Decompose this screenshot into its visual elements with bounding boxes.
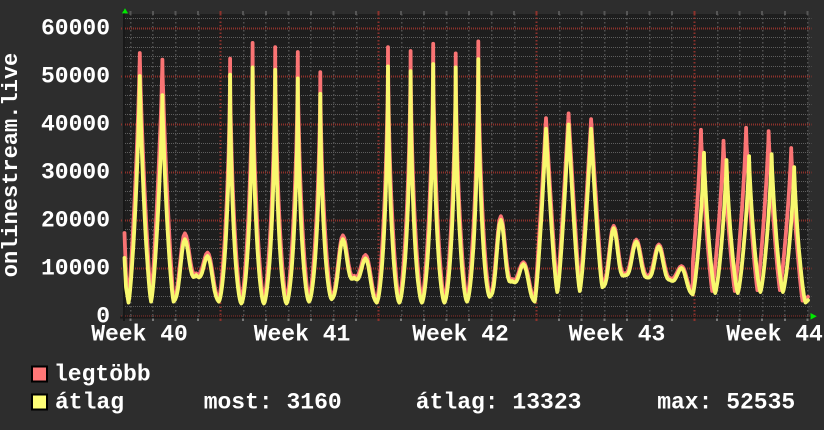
svg-text:60000: 60000 (41, 15, 110, 41)
svg-text:legtöbb: legtöbb (54, 361, 151, 387)
svg-text:0: 0 (96, 303, 110, 329)
svg-text:50000: 50000 (41, 63, 110, 89)
svg-text:átlag: átlag (55, 389, 124, 415)
svg-text:10000: 10000 (41, 255, 110, 281)
svg-text:max: 52535: max: 52535 (657, 389, 795, 415)
svg-text:40000: 40000 (41, 111, 110, 137)
svg-text:Week 43: Week 43 (569, 322, 666, 348)
svg-text:20000: 20000 (41, 207, 110, 233)
svg-text:30000: 30000 (41, 159, 110, 185)
svg-text:Week 40: Week 40 (91, 322, 188, 348)
svg-text:Week 44: Week 44 (726, 322, 823, 348)
svg-text:most: 3160: most: 3160 (204, 389, 342, 415)
svg-text:Week 42: Week 42 (412, 322, 509, 348)
svg-text:Week 41: Week 41 (254, 322, 351, 348)
svg-text:átlag: 13323: átlag: 13323 (416, 389, 582, 415)
svg-text:onlinestream.live: onlinestream.live (0, 53, 24, 277)
